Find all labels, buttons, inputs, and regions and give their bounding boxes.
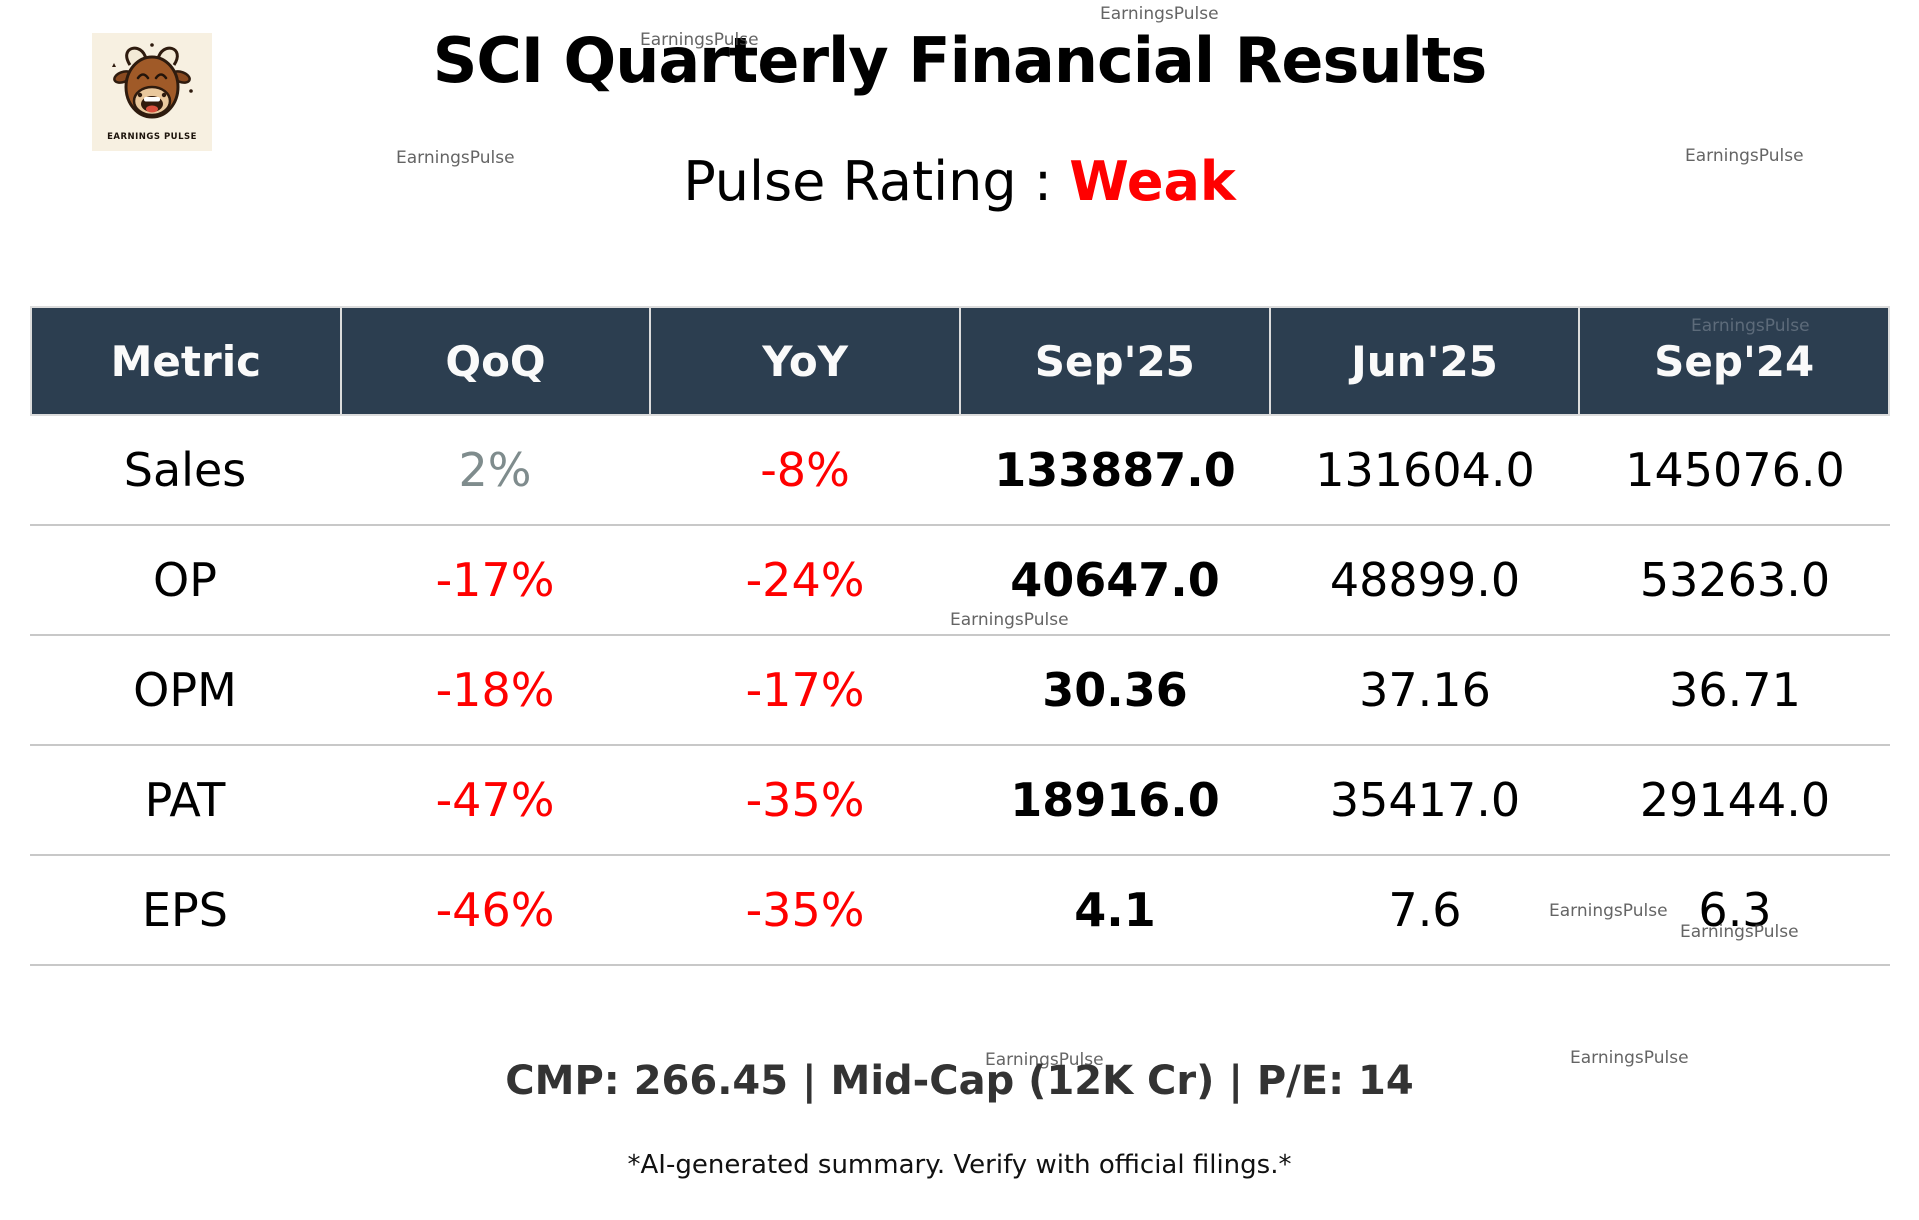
qoq-value: -17% bbox=[435, 553, 555, 607]
yoy-value: -17% bbox=[745, 663, 865, 717]
watermark: EarningsPulse bbox=[1691, 316, 1810, 336]
yoy-value: -24% bbox=[745, 553, 865, 607]
sep25-value: 133887.0 bbox=[994, 443, 1236, 497]
watermark: EarningsPulse bbox=[1100, 4, 1219, 24]
watermark: EarningsPulse bbox=[1680, 922, 1799, 942]
sep25-value: 18916.0 bbox=[1010, 773, 1220, 827]
pulse-rating-label: Pulse Rating : bbox=[683, 150, 1070, 213]
metric-label: OPM bbox=[133, 663, 237, 717]
metric-label: PAT bbox=[144, 773, 226, 827]
metric-label: OP bbox=[153, 553, 217, 607]
cmp-summary-line: CMP: 266.45 | Mid-Cap (12K Cr) | P/E: 14 bbox=[505, 1058, 1414, 1104]
jun25-value: 48899.0 bbox=[1329, 553, 1521, 607]
sep24-value: 29144.0 bbox=[1639, 773, 1831, 827]
table-body: Sales 2% -8% 133887.0 131604.0 145076.0 … bbox=[30, 416, 1890, 966]
disclaimer-footnote: *AI-generated summary. Verify with offic… bbox=[627, 1150, 1292, 1180]
table-row-pat: PAT -47% -35% 18916.0 35417.0 29144.0 bbox=[30, 746, 1890, 856]
col-header-sep25: Sep'25 bbox=[959, 308, 1269, 414]
table-row-opm: OPM -18% -17% 30.36 37.16 36.71 bbox=[30, 636, 1890, 746]
jun25-value: 35417.0 bbox=[1329, 773, 1521, 827]
table-header-row: Metric QoQ YoY Sep'25 Jun'25 Sep'24 bbox=[30, 306, 1890, 416]
jun25-value: 37.16 bbox=[1359, 663, 1491, 717]
financial-results-table: Metric QoQ YoY Sep'25 Jun'25 Sep'24 Sale… bbox=[30, 306, 1890, 966]
sep25-value: 4.1 bbox=[1074, 883, 1156, 937]
jun25-value: 131604.0 bbox=[1315, 443, 1535, 497]
qoq-value: -46% bbox=[435, 883, 555, 937]
watermark: EarningsPulse bbox=[985, 1050, 1104, 1070]
pulse-rating-line: Pulse Rating : Weak bbox=[0, 150, 1919, 213]
watermark: EarningsPulse bbox=[950, 610, 1069, 630]
watermark: EarningsPulse bbox=[396, 148, 515, 168]
page-title: SCI Quarterly Financial Results bbox=[432, 24, 1488, 97]
watermark: EarningsPulse bbox=[1549, 901, 1668, 921]
qoq-value: 2% bbox=[458, 443, 532, 497]
watermark: EarningsPulse bbox=[640, 30, 759, 50]
metric-label: Sales bbox=[123, 443, 247, 497]
qoq-value: -47% bbox=[435, 773, 555, 827]
jun25-value: 7.6 bbox=[1388, 883, 1462, 937]
table-row-eps: EPS -46% -35% 4.1 7.6 6.3 bbox=[30, 856, 1890, 966]
col-header-sep24: Sep'24 bbox=[1578, 308, 1889, 414]
table-row-sales: Sales 2% -8% 133887.0 131604.0 145076.0 bbox=[30, 416, 1890, 526]
sep24-value: 6.3 bbox=[1698, 883, 1772, 937]
table-row-op: OP -17% -24% 40647.0 48899.0 53263.0 bbox=[30, 526, 1890, 636]
sep24-value: 36.71 bbox=[1669, 663, 1801, 717]
sep24-value: 145076.0 bbox=[1625, 443, 1845, 497]
sep25-value: 30.36 bbox=[1042, 663, 1188, 717]
logo: EARNINGS PULSE bbox=[92, 33, 212, 151]
yoy-value: -8% bbox=[760, 443, 850, 497]
yoy-value: -35% bbox=[745, 773, 865, 827]
qoq-value: -18% bbox=[435, 663, 555, 717]
watermark: EarningsPulse bbox=[1570, 1048, 1689, 1068]
bull-icon: EARNINGS PULSE bbox=[92, 33, 212, 151]
col-header-jun25: Jun'25 bbox=[1268, 308, 1579, 414]
metric-label: EPS bbox=[141, 883, 228, 937]
sep24-value: 53263.0 bbox=[1639, 553, 1831, 607]
col-header-metric: Metric bbox=[32, 308, 340, 414]
col-header-yoy: YoY bbox=[649, 308, 960, 414]
yoy-value: -35% bbox=[745, 883, 865, 937]
logo-brand-text: EARNINGS PULSE bbox=[107, 132, 197, 142]
col-header-qoq: QoQ bbox=[339, 308, 650, 414]
pulse-rating-value: Weak bbox=[1069, 150, 1236, 213]
sep25-value: 40647.0 bbox=[1010, 553, 1220, 607]
watermark: EarningsPulse bbox=[1685, 146, 1804, 166]
